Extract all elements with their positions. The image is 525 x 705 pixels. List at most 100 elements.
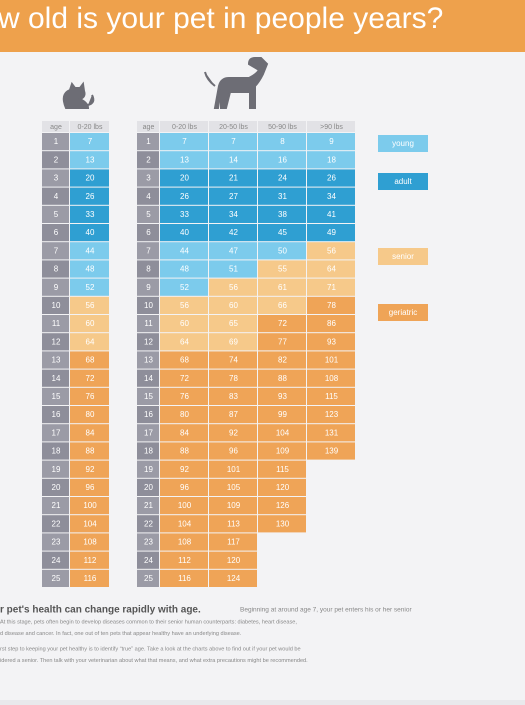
age: 5: [54, 210, 59, 219]
human-age: 83: [229, 392, 238, 401]
footer-line: idered a senior. Then talk with your vet…: [0, 658, 308, 664]
cell: [258, 224, 306, 242]
cell: [160, 315, 208, 333]
cell: [160, 533, 208, 551]
cell: [258, 442, 306, 460]
age-cell: [42, 424, 69, 442]
age-cell: [42, 460, 69, 478]
legend-label: young: [392, 139, 414, 148]
cell: [258, 296, 306, 314]
age-cell: [42, 205, 69, 223]
cell: [209, 460, 257, 478]
footer-line: Beginning at around age 7, your pet ente…: [240, 607, 412, 614]
age: 5: [146, 210, 151, 219]
cell: [160, 133, 208, 151]
cell: [258, 478, 306, 496]
human-age: 115: [325, 392, 338, 401]
human-age: 20: [86, 174, 95, 183]
age-cell: [137, 278, 159, 296]
age-cell: [137, 260, 159, 278]
age-cell: [137, 187, 159, 205]
age: 8: [146, 265, 151, 274]
human-age: 93: [278, 392, 287, 401]
cell: [307, 387, 355, 405]
age: 22: [144, 519, 153, 528]
human-age: 113: [227, 519, 240, 528]
age: 24: [144, 556, 153, 565]
cell: [160, 406, 208, 424]
legend-swatch: [378, 173, 428, 190]
age-cell: [137, 551, 159, 569]
age-cell: [137, 205, 159, 223]
age: 17: [52, 428, 61, 437]
human-age: 116: [84, 574, 97, 583]
human-age: 26: [327, 174, 336, 183]
age-cell: [42, 387, 69, 405]
cell: [258, 369, 306, 387]
cell: [307, 442, 355, 460]
age-cell: [42, 478, 69, 496]
human-age: 14: [229, 155, 238, 164]
cell: [70, 497, 109, 515]
human-age: 93: [327, 337, 336, 346]
cell: [160, 187, 208, 205]
age: 15: [144, 392, 153, 401]
legend-swatch: [378, 304, 428, 321]
cell: [258, 497, 306, 515]
cell: [258, 187, 306, 205]
cell: [258, 406, 306, 424]
age: 11: [52, 319, 61, 328]
footer-line: rst step to keeping your pet healthy is …: [0, 646, 301, 652]
age-cell: [137, 242, 159, 260]
cell: [258, 315, 306, 333]
human-age: 56: [327, 246, 336, 255]
header-cell: [307, 121, 355, 132]
human-age: 51: [229, 265, 238, 274]
cell: [160, 151, 208, 169]
cell: [70, 369, 109, 387]
human-age: 60: [229, 301, 238, 310]
age: 8: [54, 265, 59, 274]
age-cell: [42, 151, 69, 169]
human-age: 8: [280, 137, 285, 146]
cell: [258, 424, 306, 442]
age-cell: [42, 442, 69, 460]
human-age: 24: [278, 174, 287, 183]
cell: [70, 406, 109, 424]
column-header: 20-50 lbs: [219, 124, 248, 131]
age-cell: [42, 569, 69, 587]
age-cell: [137, 533, 159, 551]
cell: [307, 260, 355, 278]
header-cell: [70, 121, 109, 132]
age-cell: [137, 315, 159, 333]
age-cell: [137, 296, 159, 314]
human-age: 88: [180, 447, 189, 456]
cell: [160, 497, 208, 515]
cell: [209, 205, 257, 223]
human-age: 131: [325, 428, 339, 437]
header-cell: [160, 121, 208, 132]
human-age: 120: [276, 483, 290, 492]
cell: [70, 533, 109, 551]
column-header: 0-20 lbs: [172, 124, 197, 131]
cell: [160, 569, 208, 587]
human-age: 96: [180, 483, 189, 492]
human-age: 80: [180, 410, 189, 419]
age: 24: [52, 556, 61, 565]
human-age: 104: [276, 428, 290, 437]
cell: [307, 369, 355, 387]
age: 21: [144, 501, 153, 510]
age: 3: [146, 174, 151, 183]
cell: [160, 224, 208, 242]
cell: [258, 387, 306, 405]
tables: age 0-20 lbs12345678910111213141516171819…: [42, 121, 355, 587]
cell: [70, 351, 109, 369]
cell: [160, 478, 208, 496]
human-age: 80: [86, 410, 95, 419]
age-cell: [137, 569, 159, 587]
human-age: 41: [327, 210, 336, 219]
human-age: 40: [86, 228, 95, 237]
human-age: 104: [83, 519, 97, 528]
